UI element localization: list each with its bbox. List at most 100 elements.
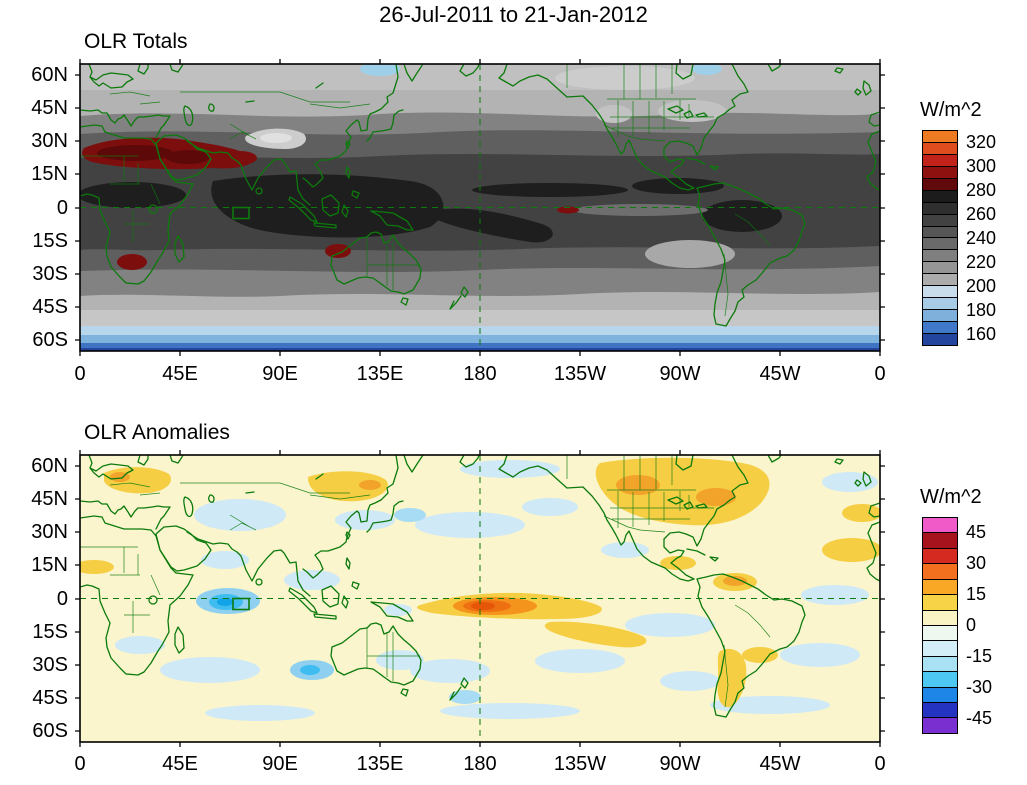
- tick-label: 60S: [32, 329, 68, 351]
- colorbar-segment: [923, 702, 957, 718]
- tick-label: 60N: [31, 64, 68, 86]
- colorbar-segment: [923, 518, 957, 533]
- tick-label: -15: [966, 646, 993, 666]
- tick-label: 135E: [356, 363, 404, 385]
- tick-label: 320: [966, 132, 997, 152]
- lat-axis-anomalies: 60N 45N 30N 15N 0 15S 30S 45S 60S: [4, 455, 68, 742]
- map-olr-anomalies: [75, 450, 885, 747]
- tick-label: 300: [966, 156, 997, 176]
- tick-label: 45N: [31, 97, 68, 120]
- colorbar-segment: [923, 717, 957, 733]
- tick-label: 90E: [262, 363, 298, 385]
- colorbar-ticks-totals: 320 300 280 260 240 220 200 180 160: [966, 131, 996, 345]
- tick-label: 0: [74, 753, 86, 775]
- tick-label: 15S: [32, 620, 68, 643]
- tick-label: 60S: [32, 720, 68, 742]
- colorbar-segment: [923, 309, 957, 321]
- colorbar-segment: [923, 640, 957, 656]
- colorbar-segment: [923, 225, 957, 238]
- tick-label: 135W: [553, 753, 607, 775]
- tick-label: 0: [874, 753, 886, 775]
- tick-label: 60N: [31, 455, 68, 477]
- tick-label: 90W: [659, 363, 701, 385]
- tick-label: 0: [56, 196, 68, 219]
- tick-label: 220: [966, 252, 997, 272]
- colorbar-units-anomalies: W/m^2: [920, 486, 982, 508]
- colorbar-segment: [923, 261, 957, 274]
- colorbar-segment: [923, 578, 957, 595]
- colorbar-segment: [923, 297, 957, 310]
- colorbar-segment: [923, 153, 957, 166]
- tick-label: 45W: [759, 363, 801, 385]
- tick-label: 160: [966, 324, 997, 344]
- colorbar-segment: [923, 213, 957, 226]
- axis-tick-marks: [75, 450, 885, 747]
- colorbar-segment: [923, 189, 957, 202]
- colorbar-segment: [923, 131, 957, 142]
- colorbar-segment: [923, 321, 957, 333]
- colorbar-segment: [923, 237, 957, 250]
- tick-label: -30: [966, 677, 993, 697]
- tick-label: 135E: [356, 753, 404, 775]
- colorbar-olr-totals: [922, 130, 958, 346]
- colorbar-segment: [923, 332, 957, 345]
- colorbar-segment: [923, 285, 957, 298]
- colorbar-segment: [923, 141, 957, 154]
- figure-title: 26-Jul-2011 to 21-Jan-2012: [379, 2, 648, 27]
- colorbar-segment: [923, 273, 957, 286]
- tick-label: 45: [966, 522, 987, 542]
- tick-label: 45N: [31, 488, 68, 511]
- tick-label: 30N: [31, 130, 68, 153]
- colorbar-segment: [923, 624, 957, 641]
- tick-label: 30N: [31, 521, 68, 544]
- tick-label: 45E: [162, 363, 198, 385]
- tick-label: 240: [966, 228, 997, 248]
- colorbar-segment: [923, 165, 957, 178]
- tick-label: 0: [56, 587, 68, 610]
- tick-label: 45W: [759, 753, 801, 775]
- tick-label: 15N: [31, 163, 68, 186]
- tick-label: 15: [966, 584, 987, 604]
- tick-label: 280: [966, 180, 997, 200]
- tick-label: 45E: [162, 753, 198, 775]
- colorbar-segment: [923, 686, 957, 703]
- tick-label: 0: [874, 363, 886, 385]
- axis-tick-marks: [75, 59, 885, 356]
- tick-label: 260: [966, 204, 997, 224]
- totals-contour-fill: [80, 64, 880, 351]
- lat-axis-totals: 60N 45N 30N 15N 0 15S 30S 45S 60S: [4, 64, 68, 351]
- tick-label: 30: [966, 553, 987, 573]
- tick-label: 45S: [32, 686, 68, 709]
- colorbar-segment: [923, 201, 957, 214]
- colorbar-olr-anomalies: [922, 517, 958, 734]
- panel-subtitle-anomalies: OLR Anomalies: [84, 421, 230, 444]
- tick-label: 45S: [32, 295, 68, 318]
- tick-label: -45: [966, 708, 993, 728]
- colorbar-segment: [923, 594, 957, 610]
- tick-label: 200: [966, 276, 997, 296]
- tick-label: 90W: [659, 753, 701, 775]
- tick-label: 0: [966, 615, 977, 635]
- anomalies-contour-fill: [80, 455, 880, 742]
- tick-label: 135W: [553, 363, 607, 385]
- colorbar-segment: [923, 547, 957, 564]
- colorbar-segment: [923, 671, 957, 687]
- colorbar-segment: [923, 532, 957, 548]
- colorbar-segment: [923, 177, 957, 190]
- colorbar-segment: [923, 249, 957, 262]
- tick-label: 30S: [32, 653, 68, 676]
- colorbar-segment: [923, 609, 957, 625]
- colorbar-units-totals: W/m^2: [920, 99, 982, 121]
- tick-label: 180: [966, 300, 997, 320]
- map-olr-totals: [75, 59, 885, 356]
- tick-label: 90E: [262, 753, 298, 775]
- tick-label: 0: [74, 363, 86, 385]
- colorbar-ticks-anomalies: 45 30 15 0 -15 -30 -45: [966, 521, 992, 729]
- tick-label: 15S: [32, 229, 68, 252]
- lon-axis-anomalies: 0 45E 90E 135E 180 135W 90W 45W 0: [50, 752, 910, 776]
- tick-label: 30S: [32, 262, 68, 285]
- lon-axis-totals: 0 45E 90E 135E 180 135W 90W 45W 0: [50, 362, 910, 386]
- colorbar-segment: [923, 563, 957, 579]
- panel-subtitle-totals: OLR Totals: [84, 30, 188, 53]
